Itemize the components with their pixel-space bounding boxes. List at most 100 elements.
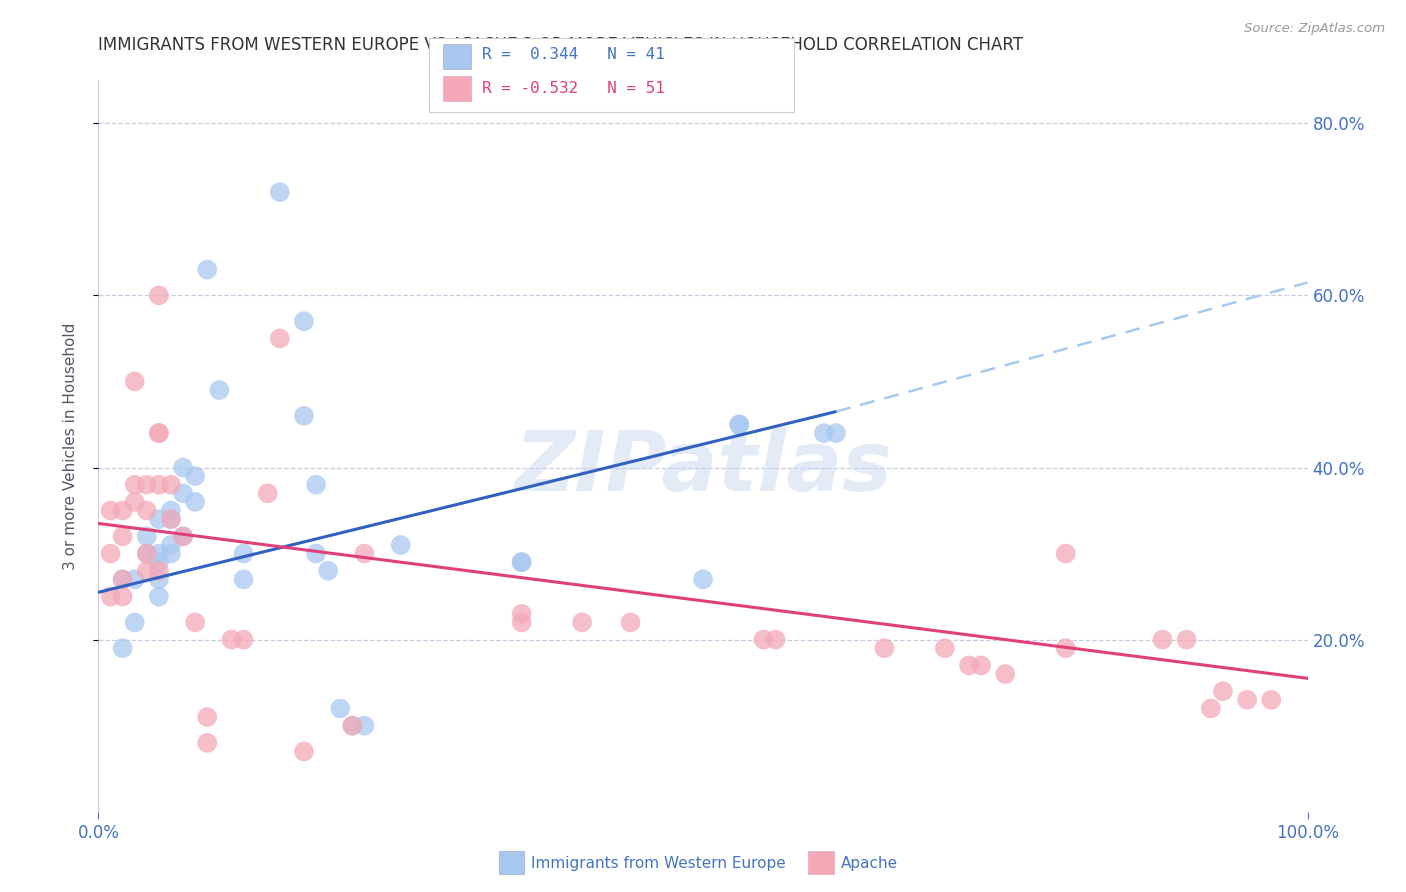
Point <box>148 573 170 587</box>
Point <box>135 547 157 561</box>
Point <box>184 615 207 630</box>
Text: Immigrants from Western Europe: Immigrants from Western Europe <box>531 856 786 871</box>
Text: R =  0.344   N = 41: R = 0.344 N = 41 <box>482 47 665 62</box>
Point <box>752 632 775 647</box>
Point <box>124 495 146 509</box>
Point <box>269 331 291 345</box>
Point <box>148 555 170 569</box>
Point <box>135 477 157 491</box>
Point <box>135 564 157 578</box>
Point <box>934 641 956 656</box>
Point <box>1212 684 1234 698</box>
Text: Apache: Apache <box>841 856 898 871</box>
Point <box>160 547 183 561</box>
Point <box>342 719 364 733</box>
Point <box>148 288 170 302</box>
Point <box>208 383 231 397</box>
Point <box>292 409 315 423</box>
Point <box>1152 632 1174 647</box>
Point <box>232 573 254 587</box>
Point <box>305 477 328 491</box>
Point <box>111 529 134 543</box>
Point <box>148 564 170 578</box>
Point <box>316 564 339 578</box>
Point <box>148 590 170 604</box>
Point <box>160 512 183 526</box>
Point <box>1175 632 1198 647</box>
Point <box>728 417 751 432</box>
Point <box>1199 701 1222 715</box>
Point <box>1054 547 1077 561</box>
Text: ZIPatlas: ZIPatlas <box>515 427 891 508</box>
Point <box>172 529 194 543</box>
Point <box>510 555 533 569</box>
Point <box>195 736 218 750</box>
Point <box>111 641 134 656</box>
Point <box>160 477 183 491</box>
Point <box>135 529 157 543</box>
Point <box>100 503 122 517</box>
Point <box>329 701 352 715</box>
Point <box>124 375 146 389</box>
Point <box>160 503 183 517</box>
Y-axis label: 3 or more Vehicles in Household: 3 or more Vehicles in Household <box>63 322 77 570</box>
Point <box>184 469 207 483</box>
Point <box>111 503 134 517</box>
Point <box>148 426 170 441</box>
Point <box>353 719 375 733</box>
Point <box>1054 641 1077 656</box>
Point <box>1260 693 1282 707</box>
Point <box>124 477 146 491</box>
Point <box>160 512 183 526</box>
Point <box>269 185 291 199</box>
Point <box>160 538 183 552</box>
Point <box>111 573 134 587</box>
Point <box>292 744 315 758</box>
Point <box>619 615 641 630</box>
Point <box>510 607 533 621</box>
Point <box>292 314 315 328</box>
Point <box>111 573 134 587</box>
Point <box>765 632 787 647</box>
Point <box>100 590 122 604</box>
Point <box>232 547 254 561</box>
Point <box>813 426 835 441</box>
Point <box>389 538 412 552</box>
Text: Source: ZipAtlas.com: Source: ZipAtlas.com <box>1244 22 1385 36</box>
Point <box>232 632 254 647</box>
Point <box>970 658 993 673</box>
Point <box>148 426 170 441</box>
Point <box>111 590 134 604</box>
Point <box>148 477 170 491</box>
Point <box>124 573 146 587</box>
Point <box>184 495 207 509</box>
Point <box>195 710 218 724</box>
Point <box>825 426 848 441</box>
Text: R = -0.532   N = 51: R = -0.532 N = 51 <box>482 81 665 95</box>
Point <box>728 417 751 432</box>
Point <box>994 667 1017 681</box>
Point <box>172 460 194 475</box>
Point <box>135 547 157 561</box>
Point <box>135 503 157 517</box>
Point <box>571 615 593 630</box>
Point <box>510 555 533 569</box>
Point <box>124 615 146 630</box>
Point <box>172 486 194 500</box>
Point <box>195 262 218 277</box>
Point <box>148 547 170 561</box>
Point <box>510 615 533 630</box>
Text: IMMIGRANTS FROM WESTERN EUROPE VS APACHE 3 OR MORE VEHICLES IN HOUSEHOLD CORRELA: IMMIGRANTS FROM WESTERN EUROPE VS APACHE… <box>98 36 1024 54</box>
Point <box>692 573 714 587</box>
Point <box>353 547 375 561</box>
Point <box>1236 693 1258 707</box>
Point <box>172 529 194 543</box>
Point <box>100 547 122 561</box>
Point <box>148 512 170 526</box>
Point <box>256 486 278 500</box>
Point <box>221 632 243 647</box>
Point <box>957 658 980 673</box>
Point <box>305 547 328 561</box>
Point <box>342 719 364 733</box>
Point <box>873 641 896 656</box>
